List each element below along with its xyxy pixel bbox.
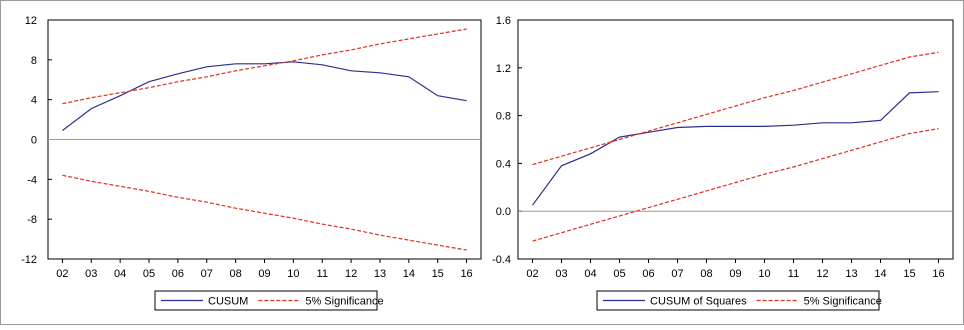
cusum-series-line <box>532 91 939 206</box>
legend-label: CUSUM of Squares <box>650 296 747 308</box>
y-tick-label: -4 <box>27 174 37 186</box>
upper-significance-line <box>532 51 939 166</box>
legend: CUSUM 5% Significance <box>154 290 384 311</box>
y-tick-label: 1.6 <box>496 15 511 27</box>
legend: CUSUM of Squares 5% Significance <box>596 290 882 311</box>
y-tick-label: 0.0 <box>496 206 511 218</box>
x-tick-label: 11 <box>317 268 328 280</box>
x-tick-label: 09 <box>729 268 741 280</box>
x-tick-label: 16 <box>932 268 944 280</box>
y-tick-label: 12 <box>25 15 37 27</box>
upper-significance-line <box>62 28 467 105</box>
x-tick-label: 06 <box>172 268 184 280</box>
legend-label: 5% Significance <box>804 296 882 308</box>
x-tick-label: 12 <box>816 268 828 280</box>
x-tick-label: 13 <box>845 268 857 280</box>
x-tick-label: 03 <box>555 268 567 280</box>
x-tick-label: 02 <box>526 268 538 280</box>
legend-label: CUSUM <box>208 296 248 308</box>
x-tick-label: 14 <box>403 268 415 280</box>
y-tick-label: 0.4 <box>496 158 511 170</box>
y-tick-label: 1.2 <box>496 63 511 75</box>
legend-box <box>596 290 880 311</box>
lower-significance-line <box>62 174 467 251</box>
x-tick-label: 11 <box>788 268 799 280</box>
x-tick-label: 08 <box>230 268 242 280</box>
x-tick-label: 04 <box>584 268 596 280</box>
x-tick-label: 05 <box>143 268 155 280</box>
x-tick-label: 15 <box>432 268 444 280</box>
x-tick-label: 16 <box>460 268 472 280</box>
x-tick-label: 02 <box>56 268 68 280</box>
x-tick-label: 05 <box>613 268 625 280</box>
x-tick-label: 12 <box>345 268 357 280</box>
x-tick-label: 15 <box>903 268 915 280</box>
x-tick-label: 13 <box>374 268 386 280</box>
y-tick-label: 4 <box>31 95 37 107</box>
x-tick-label: 06 <box>642 268 654 280</box>
y-tick-label: -12 <box>21 254 37 266</box>
y-tick-label: 8 <box>31 55 37 67</box>
x-tick-label: 10 <box>758 268 770 280</box>
x-tick-label: 14 <box>874 268 886 280</box>
y-tick-label: -8 <box>27 214 37 226</box>
y-tick-label: 0 <box>31 135 37 147</box>
lower-significance-line <box>532 128 939 242</box>
y-tick-label: -0.4 <box>492 254 511 266</box>
x-tick-label: 10 <box>287 268 299 280</box>
x-tick-label: 07 <box>671 268 683 280</box>
x-tick-label: 04 <box>114 268 126 280</box>
x-tick-label: 07 <box>201 268 213 280</box>
x-tick-label: 08 <box>700 268 712 280</box>
cusum-of-squares-chart: -0.4 0.0 0.4 0.8 1.2 1.6 02 03 04 05 06 07 08 09 10 11 1… <box>492 15 954 311</box>
x-tick-label: 09 <box>258 268 270 280</box>
y-tick-label: 0.8 <box>496 111 511 123</box>
legend-label: 5% Significance <box>305 296 383 308</box>
x-tick-label: 03 <box>85 268 97 280</box>
